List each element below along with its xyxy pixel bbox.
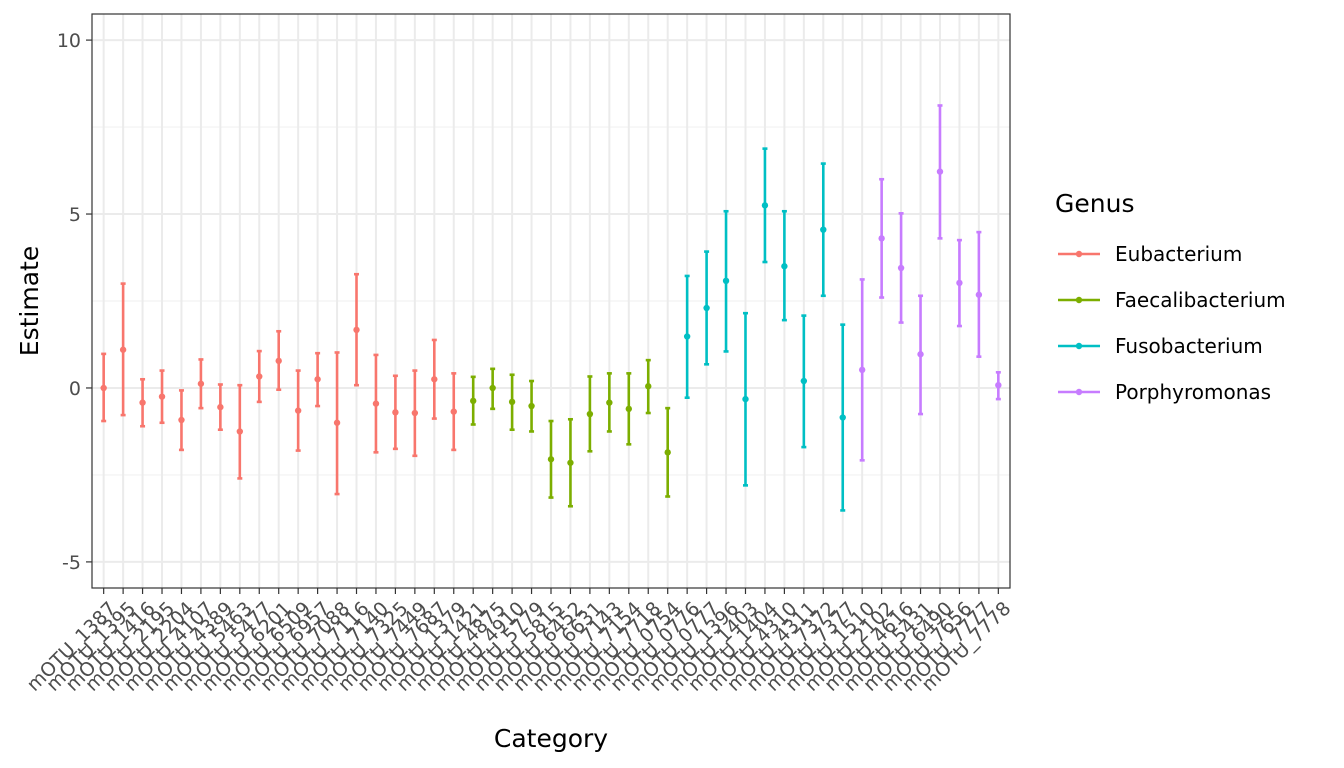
data-point — [820, 226, 826, 232]
legend-label: Fusobacterium — [1115, 334, 1263, 358]
legend-label: Faecalibacterium — [1115, 288, 1286, 312]
data-point — [742, 396, 748, 402]
data-point — [684, 333, 690, 339]
data-point — [431, 376, 437, 382]
legend-item: Fusobacterium — [1058, 334, 1263, 358]
data-point — [412, 410, 418, 416]
data-point — [276, 358, 282, 364]
data-point — [100, 385, 106, 391]
data-point — [606, 399, 612, 405]
data-point — [178, 417, 184, 423]
data-point — [373, 400, 379, 406]
data-point — [859, 367, 865, 373]
data-point — [723, 278, 729, 284]
legend: Genus Eubacterium Faecalibacterium Fusobac… — [1055, 189, 1286, 404]
data-point — [451, 408, 457, 414]
data-point — [917, 351, 923, 357]
data-point — [937, 168, 943, 174]
data-point — [528, 403, 534, 409]
x-axis: mOTU_1387mOTU_1395mOTU_1416mOTU_2195mOTU… — [23, 588, 1016, 696]
legend-key-point — [1076, 343, 1082, 349]
data-point — [878, 235, 884, 241]
legend-item: Eubacterium — [1058, 242, 1242, 266]
data-point — [587, 411, 593, 417]
data-point — [781, 263, 787, 269]
data-point — [976, 292, 982, 298]
data-point — [567, 460, 573, 466]
legend-label: Eubacterium — [1115, 242, 1242, 266]
data-point — [392, 409, 398, 415]
y-axis-title: Estimate — [15, 246, 44, 356]
y-tick-label: 0 — [69, 378, 81, 400]
x-axis-title: Category — [494, 724, 608, 753]
data-point — [898, 265, 904, 271]
data-point — [548, 456, 554, 462]
data-point — [664, 449, 670, 455]
data-point — [995, 382, 1001, 388]
data-point — [840, 414, 846, 420]
legend-key-point — [1076, 297, 1082, 303]
data-point — [217, 404, 223, 410]
data-point — [159, 393, 165, 399]
data-point — [801, 378, 807, 384]
data-point — [237, 428, 243, 434]
legend-label: Porphyromonas — [1115, 380, 1271, 404]
y-axis: -5 0 5 10 — [57, 30, 92, 574]
data-point — [626, 406, 632, 412]
legend-key-point — [1076, 251, 1082, 257]
data-point — [139, 399, 145, 405]
y-tick-label: 5 — [69, 204, 81, 226]
data-point — [295, 407, 301, 413]
data-point — [645, 383, 651, 389]
legend-item: Faecalibacterium — [1058, 288, 1286, 312]
data-point — [314, 376, 320, 382]
legend-title: Genus — [1055, 189, 1134, 218]
legend-item: Porphyromonas — [1058, 380, 1271, 404]
data-point — [120, 347, 126, 353]
data-point — [198, 381, 204, 387]
legend-key-point — [1076, 389, 1082, 395]
y-tick-label: 10 — [57, 30, 81, 52]
data-point — [956, 280, 962, 286]
data-point — [470, 398, 476, 404]
data-point — [489, 385, 495, 391]
data-point — [509, 399, 515, 405]
y-tick-label: -5 — [62, 552, 81, 574]
data-point — [256, 373, 262, 379]
data-point — [762, 202, 768, 208]
data-point — [334, 420, 340, 426]
data-point — [703, 305, 709, 311]
data-point — [353, 327, 359, 333]
